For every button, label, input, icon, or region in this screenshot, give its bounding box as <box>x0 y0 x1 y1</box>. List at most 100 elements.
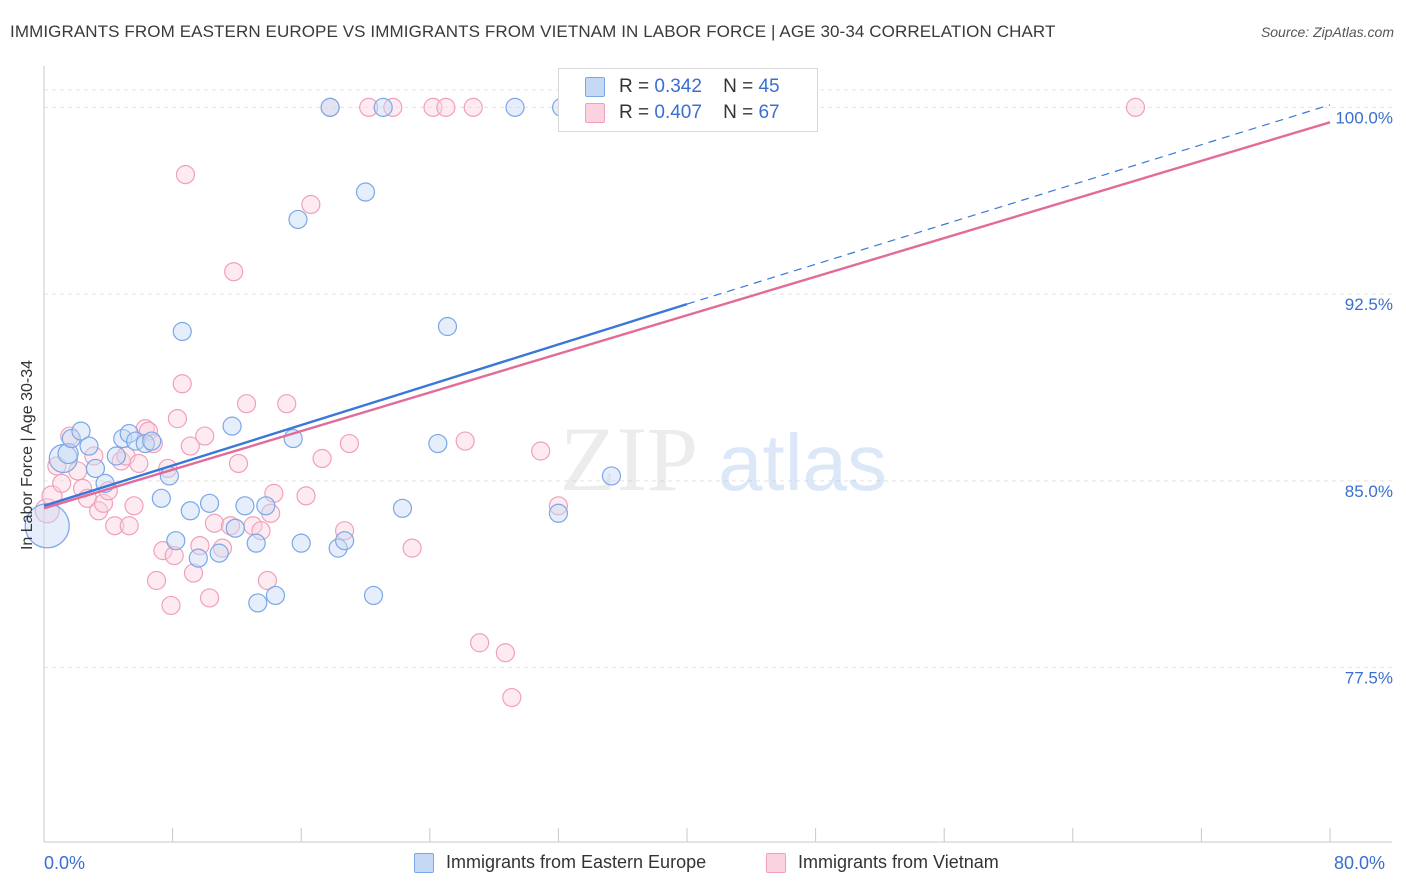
vietnam-point <box>495 643 515 663</box>
vietnam-point <box>470 633 490 653</box>
legend-n-label: N = <box>723 76 754 97</box>
eastern-europe-trend-extension <box>686 104 1331 305</box>
vietnam-point <box>1125 97 1146 117</box>
vietnam-point <box>180 436 200 456</box>
vietnam-point <box>93 493 114 513</box>
vietnam-point <box>224 262 244 282</box>
y-tick-label: 85.0% <box>1345 482 1393 501</box>
source-label: Source: ZipAtlas.com <box>1260 24 1394 40</box>
y-tick-label: 77.5% <box>1345 669 1393 688</box>
eastern-europe-point <box>61 428 81 449</box>
eastern-europe-point <box>363 585 384 606</box>
trend-lines <box>43 104 1331 510</box>
vietnam-point <box>277 394 297 414</box>
vietnam-point <box>251 521 271 541</box>
series-legend-eastern-europe: Immigrants from Eastern Europe <box>414 852 706 873</box>
series-legend: Immigrants from Eastern Europe Immigrant… <box>0 852 1406 878</box>
vietnam-point <box>335 521 355 541</box>
axes <box>43 66 1392 843</box>
legend-r-label: R = <box>619 102 650 123</box>
eastern-europe-point <box>142 431 162 451</box>
vietnam-point <box>183 563 204 583</box>
legend-swatch-vietnam <box>585 103 605 123</box>
vietnam-point <box>383 97 403 117</box>
vietnam-point <box>359 97 379 117</box>
eastern-europe-point <box>246 533 266 553</box>
y-tick-label: 92.5% <box>1345 295 1393 314</box>
vietnam-point <box>164 546 184 566</box>
vietnam-point <box>175 164 196 185</box>
vietnam-point <box>257 570 278 591</box>
eastern-europe-point <box>209 543 229 563</box>
eastern-europe-point <box>172 321 192 342</box>
series-label-vietnam: Immigrants from Vietnam <box>798 852 999 872</box>
eastern-europe-point <box>85 458 106 479</box>
x-tick-label-min: 0.0% <box>44 853 86 873</box>
vietnam-point <box>502 687 522 708</box>
eastern-europe-point <box>335 531 355 551</box>
eastern-europe-point <box>437 316 458 337</box>
eastern-europe-point <box>355 182 376 202</box>
eastern-europe-point <box>199 493 220 513</box>
vietnam-point <box>402 538 422 558</box>
watermark: ZIP atlas <box>560 408 887 510</box>
vietnam-point <box>228 453 249 474</box>
eastern-europe-point <box>166 531 186 551</box>
watermark-atlas: atlas <box>718 418 887 507</box>
eastern-europe-trend-line <box>43 302 688 507</box>
vietnam-point <box>236 394 257 414</box>
eastern-europe-point <box>225 518 245 538</box>
vietnam-point <box>204 513 224 533</box>
vietnam-point <box>463 97 483 117</box>
legend-n-label: N = <box>723 102 754 123</box>
eastern-europe-point <box>291 533 311 553</box>
vietnam-point <box>312 448 332 469</box>
vietnam-point <box>129 453 149 474</box>
eastern-europe-point <box>119 423 139 444</box>
eastern-europe-point <box>601 466 622 486</box>
vietnam-point <box>296 486 316 506</box>
eastern-europe-point <box>320 97 340 117</box>
vietnam-point <box>436 97 456 117</box>
vietnam-point <box>146 570 167 591</box>
vietnam-point <box>153 541 173 561</box>
eastern-europe-point <box>79 436 99 456</box>
vietnam-points <box>34 97 1146 708</box>
eastern-europe-point <box>248 593 268 613</box>
x-tick-label-max: 80.0% <box>1334 853 1386 873</box>
chart-title: IMMIGRANTS FROM EASTERN EUROPE VS IMMIGR… <box>10 22 1056 41</box>
correlation-legend: R = 0.342 N = 45 R = 0.407 N = 67 <box>558 68 818 132</box>
vietnam-point <box>124 496 144 516</box>
eastern-europe-point <box>188 548 208 568</box>
eastern-europe-point <box>328 538 348 558</box>
legend-swatch-eastern-europe <box>585 77 605 97</box>
eastern-europe-point <box>288 209 308 230</box>
eastern-europe-point <box>373 97 393 117</box>
series-label-eastern-europe: Immigrants from Eastern Europe <box>446 852 707 872</box>
eastern-europe-point <box>256 496 276 516</box>
eastern-europe-point <box>222 416 242 436</box>
y-axis-title: In Labor Force | Age 30-34 <box>19 359 36 551</box>
legend-r-label: R = <box>619 76 650 97</box>
series-swatch-eastern-europe <box>414 852 434 873</box>
y-tick-labels: 77.5% 85.0% 92.5% 100.0% <box>1335 108 1393 687</box>
vietnam-point <box>52 473 72 493</box>
vietnam-point <box>531 441 551 461</box>
eastern-europe-point <box>265 585 286 606</box>
legend-r-value: 0.342 <box>654 76 702 97</box>
vietnam-point <box>167 409 188 429</box>
vietnam-point <box>105 516 125 536</box>
eastern-europe-point <box>180 501 200 521</box>
vietnam-point <box>548 496 569 516</box>
eastern-europe-point <box>71 421 91 441</box>
vietnam-point <box>161 595 181 616</box>
eastern-europe-point <box>235 496 255 516</box>
series-swatch-vietnam <box>766 852 786 873</box>
vietnam-point <box>172 374 192 394</box>
eastern-europe-point <box>428 433 448 454</box>
grid-lines <box>44 89 1392 669</box>
vietnam-point <box>339 433 360 454</box>
y-tick-label: 100.0% <box>1335 108 1393 127</box>
legend-n-value: 67 <box>758 102 780 123</box>
